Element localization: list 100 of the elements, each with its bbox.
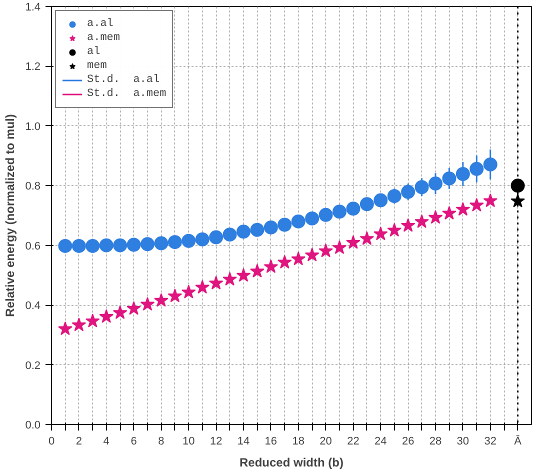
point bbox=[72, 318, 86, 332]
point bbox=[456, 167, 470, 181]
point bbox=[428, 210, 443, 224]
point bbox=[168, 288, 182, 302]
point bbox=[86, 238, 100, 253]
point bbox=[374, 193, 388, 208]
x-tick-label: 10 bbox=[182, 436, 195, 448]
point bbox=[483, 157, 498, 172]
point bbox=[250, 222, 264, 237]
x-tick-label: 28 bbox=[429, 436, 442, 448]
point bbox=[99, 309, 114, 323]
point bbox=[360, 197, 374, 212]
x-tick-label: Ā bbox=[514, 434, 522, 448]
point bbox=[154, 236, 168, 250]
y-tick-label: 0.6 bbox=[25, 240, 41, 252]
point bbox=[236, 268, 251, 282]
point bbox=[360, 231, 374, 245]
point bbox=[250, 264, 264, 278]
x-tick-label: 24 bbox=[374, 436, 387, 448]
point bbox=[291, 252, 306, 266]
point bbox=[373, 226, 388, 240]
legend-label: mem bbox=[87, 59, 107, 73]
y-tick-label: 1.4 bbox=[25, 2, 41, 14]
point bbox=[510, 194, 525, 208]
point bbox=[277, 254, 292, 269]
y-tick-label: 1.0 bbox=[25, 120, 41, 133]
point bbox=[195, 232, 210, 246]
point bbox=[99, 238, 114, 252]
point bbox=[318, 244, 333, 258]
point bbox=[222, 272, 237, 286]
y-tick-label: 0.2 bbox=[25, 360, 41, 372]
x-tick-label: 32 bbox=[484, 436, 496, 448]
point bbox=[58, 321, 72, 336]
point bbox=[168, 235, 182, 250]
point bbox=[236, 224, 250, 239]
point bbox=[182, 234, 196, 248]
point bbox=[126, 301, 141, 315]
y-tick-label: 0.0 bbox=[25, 420, 41, 432]
point bbox=[154, 293, 168, 307]
point bbox=[483, 193, 498, 208]
point bbox=[195, 280, 210, 294]
point bbox=[332, 240, 347, 254]
point bbox=[264, 259, 278, 274]
point bbox=[400, 218, 416, 232]
point bbox=[181, 284, 196, 298]
point bbox=[112, 305, 128, 319]
point bbox=[387, 189, 402, 204]
point bbox=[428, 176, 442, 191]
x-tick-label: 6 bbox=[130, 436, 137, 448]
point bbox=[346, 202, 360, 216]
annotation: St.d. a.al bbox=[87, 73, 160, 87]
point bbox=[456, 202, 470, 216]
x-tick-label: 14 bbox=[237, 436, 250, 448]
y-tick-label: 0.8 bbox=[25, 180, 41, 193]
point bbox=[346, 235, 360, 249]
point bbox=[291, 214, 306, 228]
point bbox=[126, 238, 141, 252]
point bbox=[470, 162, 484, 176]
annotation: St.d. a.mem bbox=[87, 87, 166, 101]
point bbox=[113, 238, 128, 252]
point bbox=[222, 228, 237, 242]
point bbox=[332, 204, 346, 219]
point bbox=[85, 314, 100, 328]
x-tick-label: 26 bbox=[402, 436, 414, 448]
x-tick-label: 4 bbox=[103, 436, 110, 448]
x-tick-label: 8 bbox=[158, 436, 164, 448]
point bbox=[414, 214, 429, 228]
point bbox=[401, 184, 416, 199]
x-tick-label: 20 bbox=[320, 436, 332, 448]
x-tick-label: 22 bbox=[347, 436, 360, 448]
point bbox=[442, 206, 456, 220]
x-tick-label: 16 bbox=[264, 436, 278, 448]
point bbox=[72, 238, 86, 253]
point bbox=[304, 248, 320, 262]
point bbox=[140, 296, 155, 311]
point bbox=[305, 212, 320, 226]
y-tick-label: 0.4 bbox=[25, 300, 41, 312]
x-tick-label: 2 bbox=[76, 436, 82, 448]
point bbox=[442, 171, 456, 186]
point bbox=[140, 237, 154, 252]
y-tick-label: 1.2 bbox=[25, 61, 41, 74]
point bbox=[469, 198, 484, 212]
point bbox=[414, 180, 429, 194]
point bbox=[318, 208, 333, 222]
legend-label: a.mem bbox=[87, 31, 120, 45]
y-axis-title: Relative energy (normalized to mul) bbox=[3, 114, 18, 317]
legend-label: a.al bbox=[87, 17, 114, 31]
point bbox=[209, 230, 224, 244]
point bbox=[510, 178, 525, 193]
point bbox=[58, 238, 72, 253]
x-tick-label: 18 bbox=[292, 436, 304, 448]
x-tick-label: 30 bbox=[456, 436, 470, 448]
x-tick-label: 12 bbox=[210, 436, 222, 448]
point bbox=[278, 218, 292, 232]
legend-label: al bbox=[87, 45, 102, 59]
x-axis-title: Reduced width (b) bbox=[240, 456, 344, 470]
point bbox=[208, 276, 224, 290]
point bbox=[387, 222, 402, 237]
x-tick-label: 0 bbox=[48, 436, 55, 448]
point bbox=[264, 220, 278, 234]
